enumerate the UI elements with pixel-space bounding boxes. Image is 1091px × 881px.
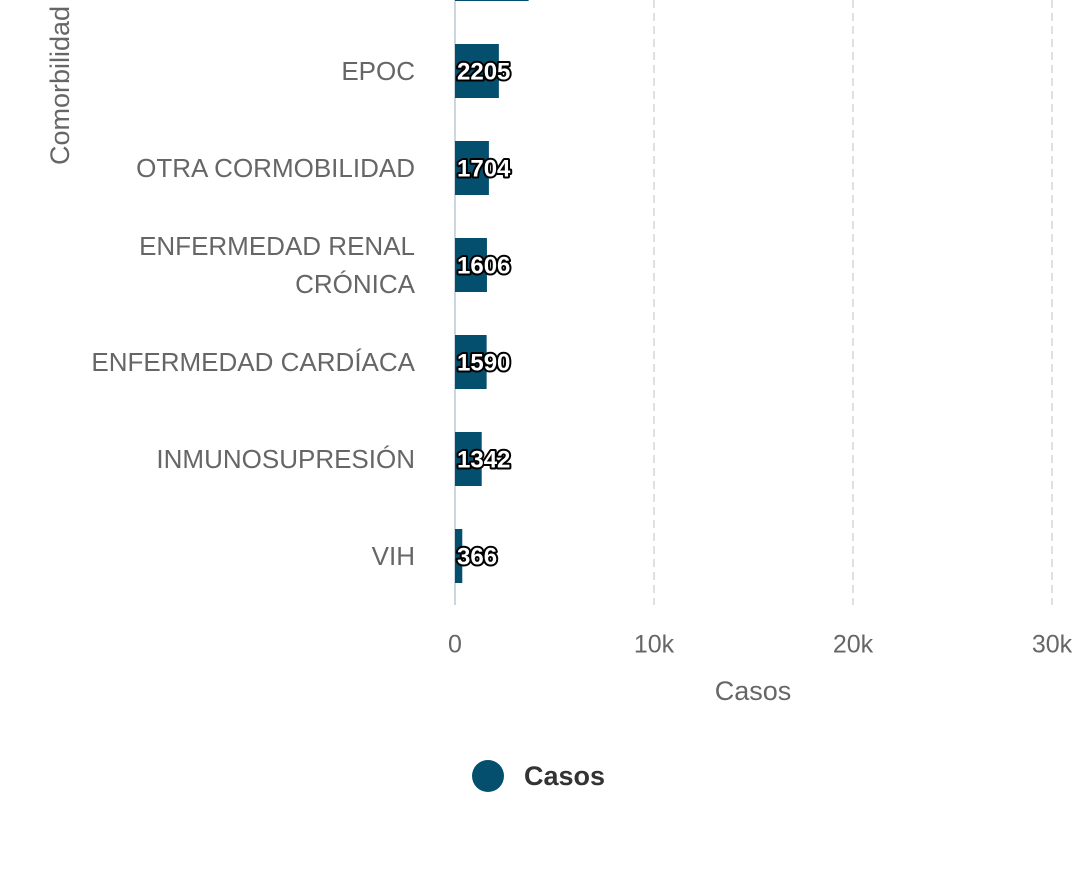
data-label: 1704 (457, 155, 511, 182)
y-tick-label: EPOC (341, 56, 415, 86)
x-tick-label: 0 (448, 631, 462, 659)
y-axis-title: Comorbilidad (45, 6, 75, 165)
y-tick-label: OTRA CORMOBILIDAD (136, 153, 415, 183)
data-label: 1590 (457, 349, 510, 376)
bar (455, 0, 529, 1)
legend-marker (472, 760, 504, 792)
bar (455, 238, 487, 292)
y-tick-label: INMUNOSUPRESIÓN (156, 444, 415, 474)
bar (455, 335, 487, 389)
data-label: 1342 (457, 446, 510, 473)
x-tick-label: 10k (634, 631, 675, 659)
bar (455, 529, 463, 583)
data-label: 2205 (457, 58, 510, 85)
bar (455, 141, 489, 195)
y-tick-label: VIH (371, 541, 415, 571)
data-label: 1606 (457, 252, 510, 279)
x-axis-title: Casos (715, 676, 792, 706)
legend-label: Casos (524, 761, 605, 791)
data-label: 366 (457, 543, 497, 570)
x-tick-label: 30k (1032, 631, 1073, 659)
y-tick-label: ENFERMEDAD RENAL CRÓNICA (139, 231, 415, 299)
x-tick-label: 20k (833, 631, 874, 659)
bar (455, 44, 499, 98)
bar (455, 432, 482, 486)
y-tick-label: ENFERMEDAD CARDÍACA (91, 347, 415, 377)
